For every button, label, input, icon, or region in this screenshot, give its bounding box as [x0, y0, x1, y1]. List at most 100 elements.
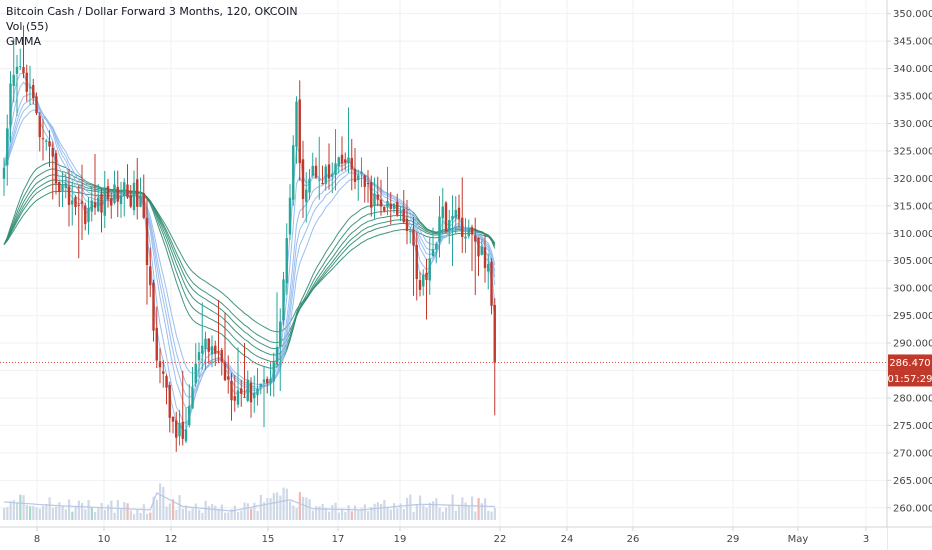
candle-body — [54, 153, 58, 184]
volume-bar — [19, 494, 22, 520]
price-tags: 286.470 01:57:29 — [888, 354, 932, 387]
candle-body — [243, 396, 246, 398]
price-tick-label: 290.000 — [893, 339, 932, 350]
volume-bar — [461, 497, 464, 520]
time-axis[interactable]: 8 10 12 15 17 19 22 24 26 29 May 3 — [0, 526, 932, 550]
candle-body — [175, 420, 178, 438]
candle-body — [282, 279, 285, 321]
time-tick-label: 22 — [494, 534, 507, 545]
candle-body — [363, 175, 366, 187]
candle-body — [236, 390, 240, 405]
volume-bar — [48, 497, 51, 520]
candle-body — [311, 165, 314, 176]
candle-body — [15, 66, 19, 74]
candle-body — [308, 178, 311, 193]
volume-bar — [441, 511, 444, 520]
candle-body — [487, 264, 490, 272]
candle-body — [370, 182, 373, 208]
candle-body — [162, 371, 165, 374]
candle-body — [428, 258, 431, 281]
volume-bar — [207, 506, 210, 520]
candle-body — [366, 182, 370, 185]
volume-bar — [396, 508, 399, 520]
candle-body — [201, 345, 204, 354]
candle-body — [305, 189, 308, 203]
volume-bar — [227, 512, 230, 520]
gmma-short-line — [3, 93, 496, 409]
volume-bar — [480, 503, 483, 520]
gmma-long-line — [3, 161, 496, 369]
candle-body — [386, 200, 389, 208]
volume-bar — [487, 510, 490, 520]
candle-body — [80, 201, 84, 204]
candle-body — [448, 220, 451, 231]
volume-bar — [448, 504, 451, 520]
candle-body — [74, 197, 77, 208]
time-tick-label: 3 — [863, 534, 869, 545]
candle-body — [474, 235, 477, 242]
volume-bar — [344, 511, 347, 520]
time-tick-label: 29 — [727, 534, 740, 545]
candle-body — [129, 194, 132, 207]
candle-body — [136, 179, 139, 207]
volume-bar — [139, 512, 142, 520]
candle-body — [132, 182, 136, 211]
candle-body — [9, 83, 12, 125]
volume-bar — [458, 506, 461, 520]
candle-body — [285, 238, 288, 284]
candle-body — [103, 189, 106, 216]
candle-body — [340, 154, 344, 164]
volume-bar — [136, 509, 139, 520]
candle-body — [119, 195, 123, 204]
volume-bar — [133, 513, 136, 520]
symbol-title[interactable]: Bitcoin Cash / Dollar Forward 3 Months, … — [6, 5, 298, 18]
volume-bar — [87, 500, 90, 520]
candle-body — [25, 72, 28, 92]
gmma-indicator-label[interactable]: GMMA — [6, 35, 42, 48]
candle-body — [22, 67, 25, 74]
candle-body — [204, 338, 207, 350]
candle-body — [2, 167, 6, 179]
candle-body — [165, 376, 168, 388]
volume-bar — [321, 504, 324, 520]
volume-bar — [129, 510, 132, 520]
volume-bar — [272, 492, 275, 520]
volume-bar — [194, 503, 197, 520]
candle-body — [191, 387, 194, 409]
candle-body — [314, 165, 318, 178]
volume-bar — [90, 507, 93, 520]
volume-bar — [399, 503, 402, 520]
candle-body — [451, 215, 454, 220]
volume-bar — [25, 504, 28, 520]
volume-bar — [58, 502, 61, 520]
volume-bar — [360, 508, 363, 520]
price-axis[interactable]: 260.000265.000270.000275.000280.000285.0… — [886, 0, 932, 550]
volume-bar — [146, 513, 149, 520]
candle-body — [337, 157, 340, 166]
candle-body — [331, 173, 334, 177]
candle-body — [435, 243, 438, 250]
candle-body — [126, 184, 129, 198]
volume-bar — [97, 508, 100, 520]
volume-bars — [3, 483, 496, 520]
price-tick-label: 340.000 — [893, 64, 932, 75]
time-tick-label: 10 — [98, 534, 111, 545]
candle-body — [230, 381, 233, 401]
volume-bar — [126, 503, 129, 520]
volume-bar — [380, 504, 383, 520]
volume-bar — [185, 505, 188, 520]
volume-indicator-label[interactable]: Vol (55) — [6, 20, 49, 33]
candle-body — [279, 321, 282, 347]
volume-bar — [308, 499, 311, 520]
volume-bar — [77, 500, 80, 520]
time-tick-label: May — [788, 534, 809, 545]
volume-bar — [61, 505, 64, 520]
volume-bar — [152, 496, 155, 520]
price-tick-label: 330.000 — [893, 119, 932, 130]
volume-bar — [354, 505, 357, 520]
volume-bar — [84, 509, 87, 520]
countdown-tag — [888, 370, 932, 387]
candle-body — [389, 203, 392, 209]
volume-bar — [165, 506, 168, 520]
